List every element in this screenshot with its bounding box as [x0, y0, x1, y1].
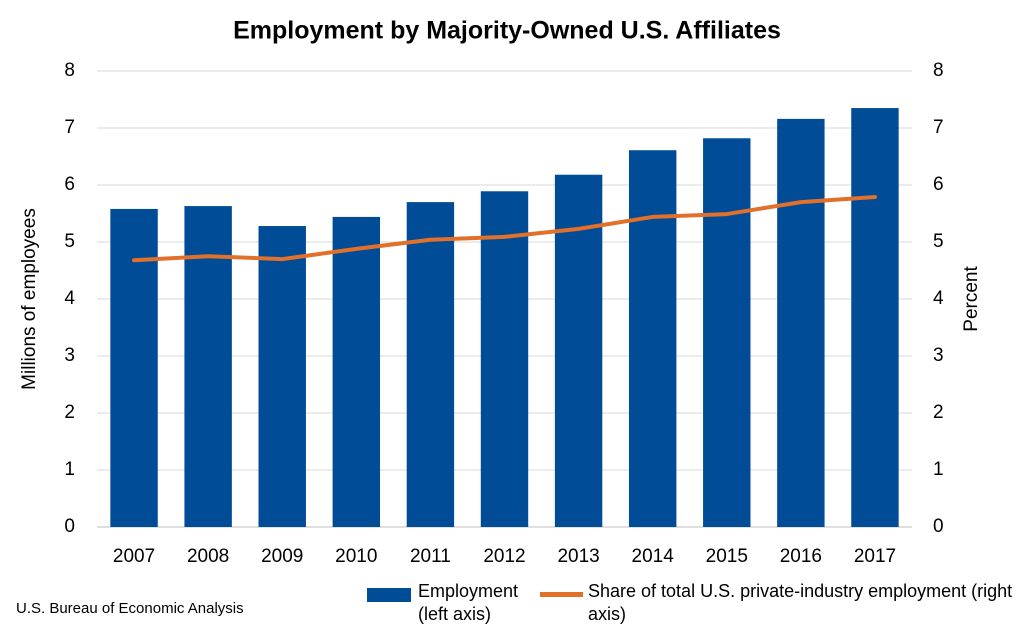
bar — [777, 118, 825, 527]
bar — [703, 138, 751, 527]
y-axis-label: Millions of employees — [19, 208, 40, 390]
x-tick-label: 2010 — [335, 546, 377, 567]
line — [132, 194, 877, 263]
y2-tick-label: 7 — [933, 117, 944, 138]
legend-swatch — [540, 592, 583, 597]
chart-title: Employment by Majority-Owned U.S. Affili… — [233, 17, 781, 45]
y2-tick-label: 6 — [933, 174, 944, 195]
y-tick-label: 6 — [64, 174, 75, 195]
y-tick-label: 5 — [64, 231, 75, 252]
y-tick-label: 4 — [64, 288, 75, 309]
legend-label: Share of total U.S. private-industry emp… — [588, 581, 1013, 624]
y2-tick-label: 2 — [933, 402, 944, 423]
y2-tick-label: 8 — [933, 60, 944, 81]
bar — [110, 208, 158, 527]
bar — [258, 226, 306, 528]
x-tick-label: 2012 — [483, 546, 525, 567]
y2-axis-label: Percent — [961, 266, 982, 332]
y2-tick-label: 0 — [933, 516, 944, 537]
x-tick-label: 2017 — [854, 546, 896, 567]
bar — [851, 108, 899, 528]
y2-tick-label: 5 — [933, 231, 944, 252]
bar — [554, 174, 603, 528]
x-tick-label: 2014 — [632, 546, 675, 567]
bar — [406, 202, 455, 527]
legend-swatch — [367, 588, 411, 602]
bar — [332, 216, 381, 528]
y-tick-label: 2 — [64, 402, 75, 423]
source-note: U.S. Bureau of Economic Analysis — [16, 600, 244, 617]
legend-label: Employment (left axis) — [418, 581, 519, 624]
y-tick-label: 7 — [64, 117, 75, 138]
x-tick-label: 2007 — [113, 546, 155, 567]
bar — [628, 150, 677, 528]
y-tick-label: 3 — [64, 345, 75, 366]
bar — [184, 206, 232, 527]
x-tick-label: 2009 — [261, 546, 303, 567]
x-tick-label: 2008 — [187, 546, 229, 567]
x-tick-label: 2015 — [706, 546, 748, 567]
y2-tick-label: 1 — [933, 459, 944, 480]
y-tick-label: 1 — [64, 459, 75, 480]
y2-tick-label: 3 — [933, 345, 944, 366]
bar — [480, 191, 529, 527]
y-tick-label: 0 — [64, 516, 75, 537]
x-tick-label: 2016 — [780, 546, 822, 567]
y2-tick-label: 4 — [933, 288, 944, 309]
x-tick-label: 2011 — [410, 546, 451, 567]
x-tick-label: 2013 — [557, 546, 599, 567]
y-tick-label: 8 — [64, 60, 75, 81]
